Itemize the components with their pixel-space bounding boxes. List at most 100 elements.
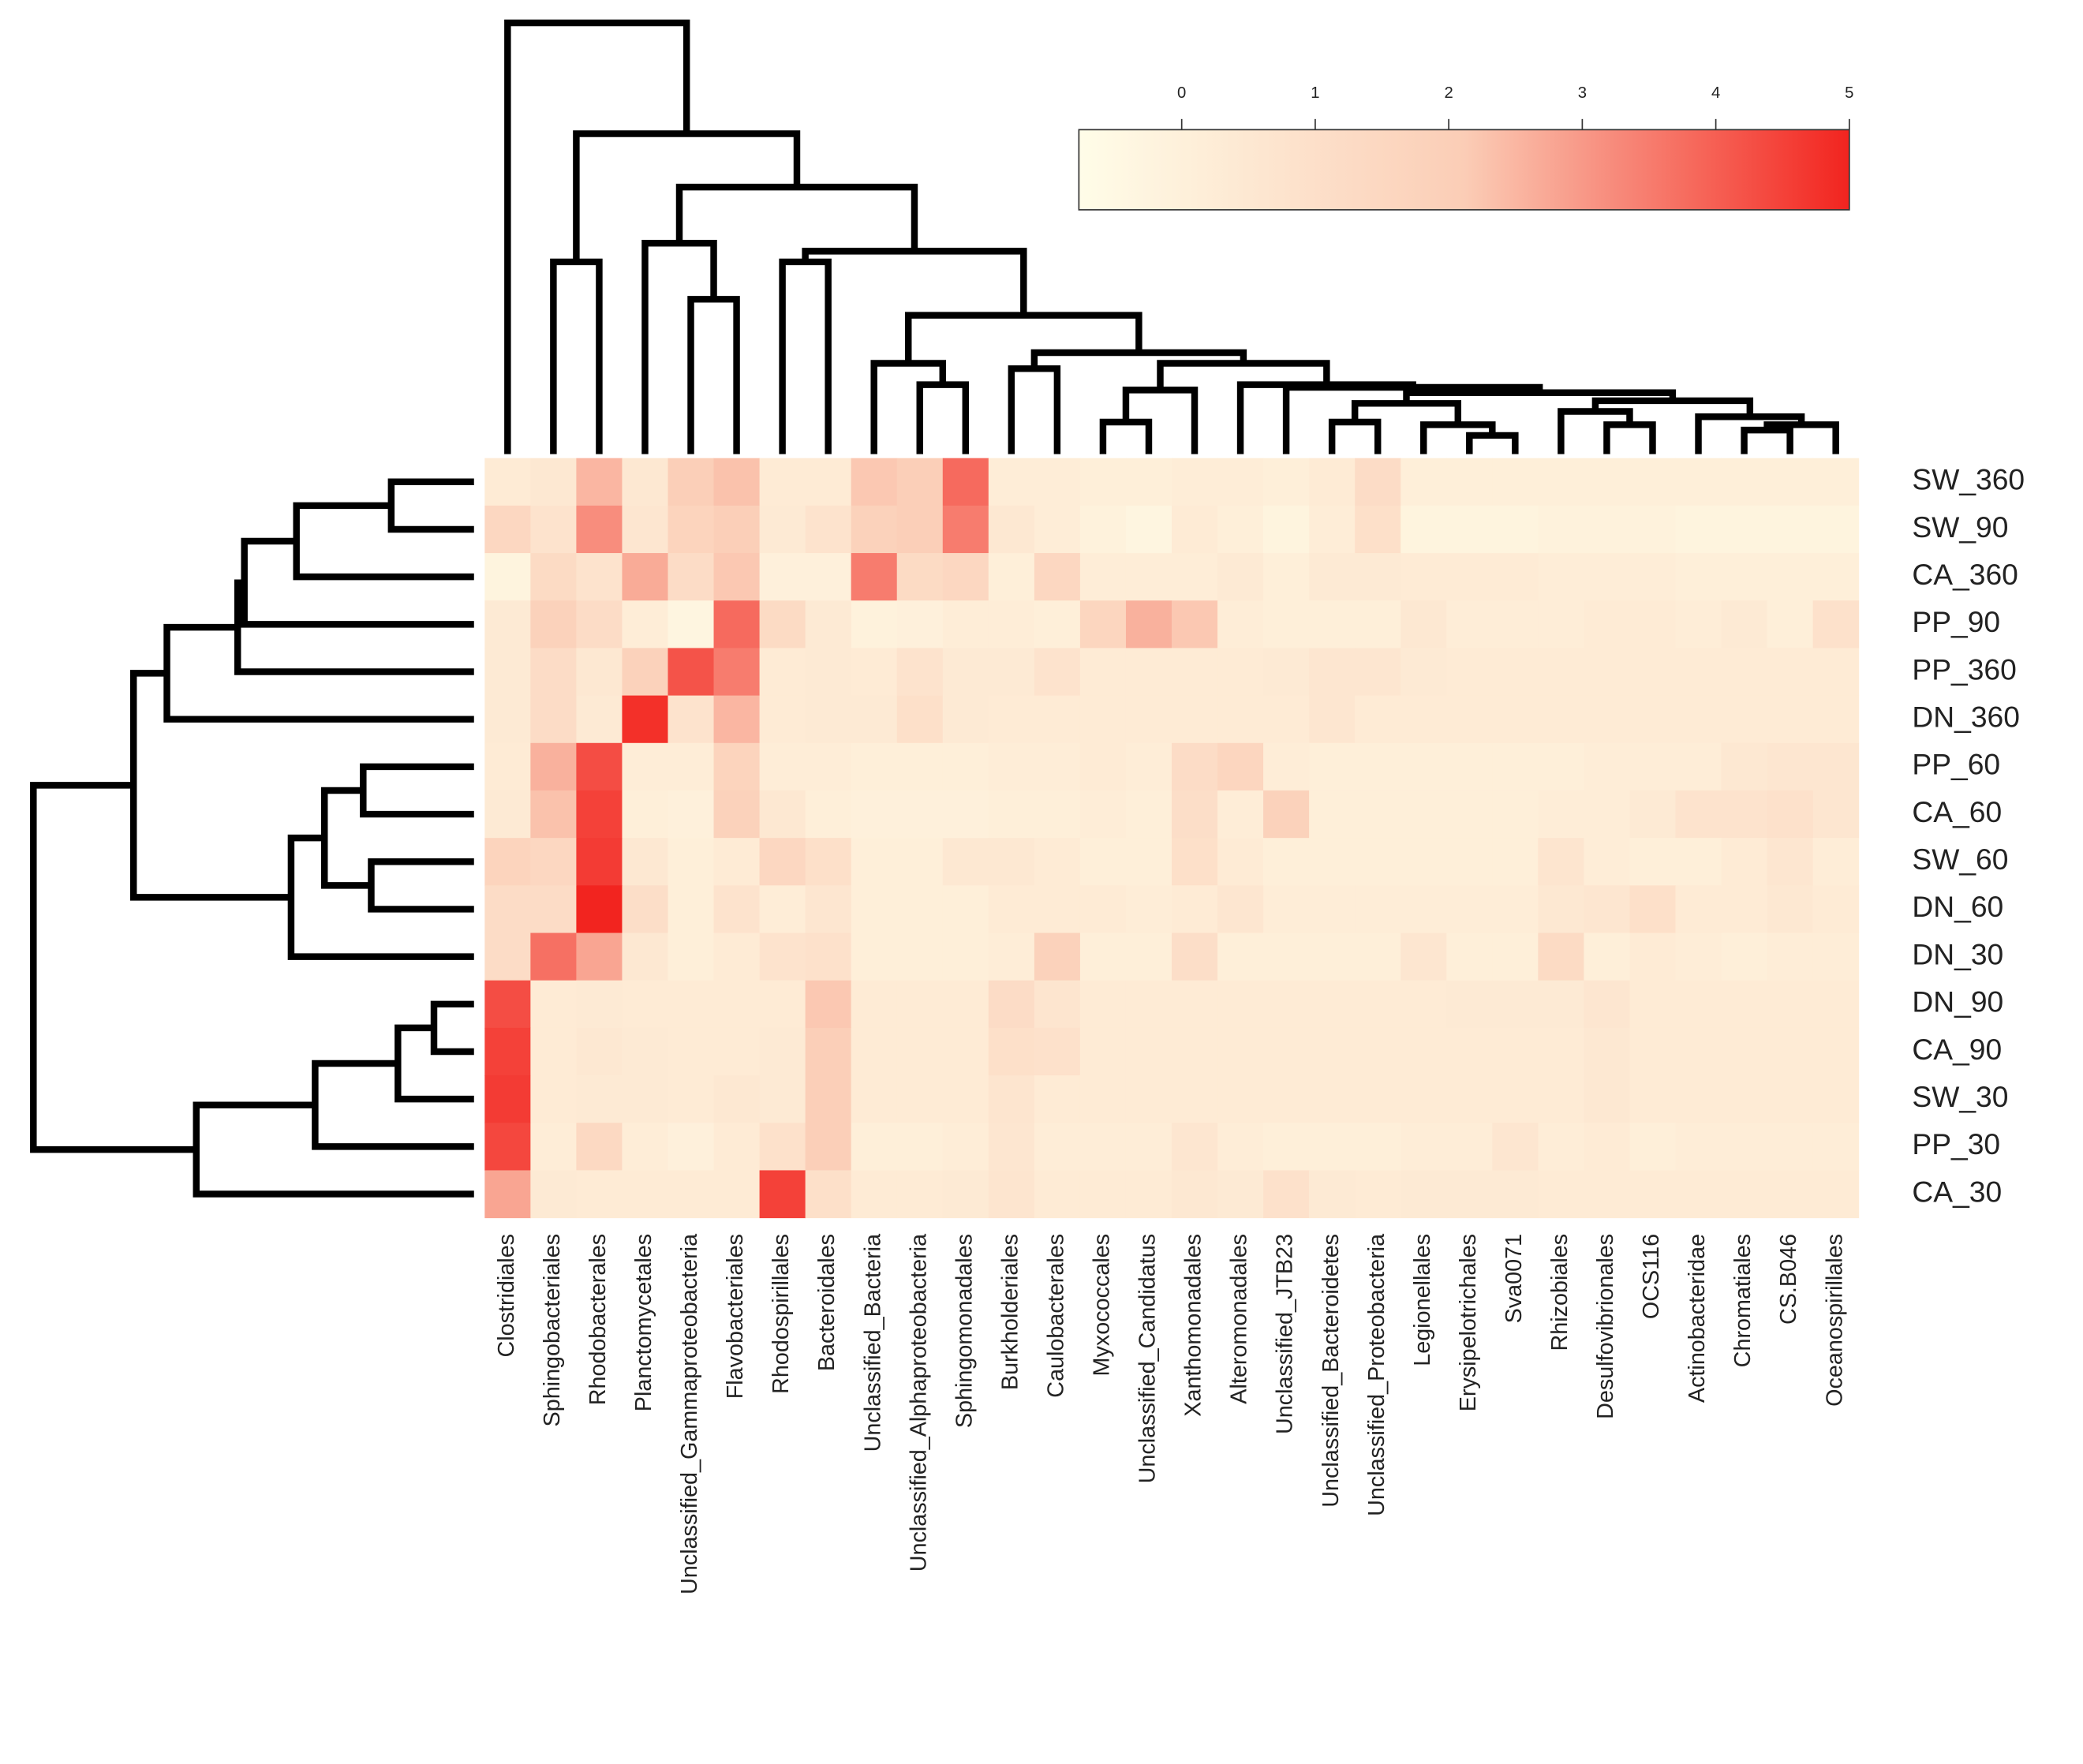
heatmap-cell (668, 648, 715, 697)
heatmap-cell (530, 458, 577, 506)
heatmap-cell (942, 790, 989, 839)
heatmap-cell (1401, 505, 1447, 554)
heatmap-cell (1172, 505, 1218, 554)
heatmap-cell (1675, 1123, 1722, 1171)
heatmap-cell (1263, 505, 1310, 554)
heatmap-cell (1538, 1075, 1584, 1123)
heatmap-cell (668, 1123, 715, 1171)
heatmap-cell (1629, 505, 1677, 554)
heatmap-cell (1355, 553, 1401, 601)
heatmap-cell (530, 838, 577, 886)
heatmap-cell (851, 838, 898, 886)
heatmap-cell (622, 458, 668, 506)
heatmap-cell (713, 600, 761, 648)
heatmap-cell (1263, 932, 1310, 981)
column-label: Oceanospirillales (1822, 1234, 1847, 1407)
heatmap-cell (1172, 838, 1218, 886)
heatmap-cell (1721, 838, 1768, 886)
heatmap-cell (1812, 1075, 1860, 1123)
heatmap-cell (942, 885, 989, 934)
heatmap-cell (851, 458, 898, 506)
heatmap-cell (1034, 458, 1081, 506)
heatmap-cell (1538, 790, 1584, 839)
row-label: PP_60 (1912, 748, 2000, 781)
heatmap-cell (1767, 458, 1814, 506)
heatmap-cell (530, 1075, 577, 1123)
heatmap-cell (759, 695, 806, 744)
heatmap-cell (1675, 695, 1722, 744)
heatmap-cell (1079, 1123, 1127, 1171)
heatmap-cell (1584, 505, 1630, 554)
heatmap-cell (1629, 932, 1677, 981)
heatmap-cell (1675, 648, 1722, 697)
heatmap-cell (530, 790, 577, 839)
heatmap-cell (1401, 885, 1447, 934)
heatmap-cell (530, 505, 577, 554)
heatmap-cell (484, 1027, 531, 1076)
heatmap-cell (1767, 790, 1814, 839)
heatmap-cell (759, 885, 806, 934)
heatmap-cell (1309, 648, 1356, 697)
dendrogram (30, 478, 474, 1198)
heatmap-cell (1584, 932, 1630, 981)
heatmap-cell (1446, 838, 1493, 886)
heatmap-cell (805, 1027, 852, 1076)
heatmap-cell (713, 932, 761, 981)
heatmap-cell (988, 1075, 1035, 1123)
heatmap-cell (1446, 505, 1493, 554)
heatmap-cell (1675, 458, 1722, 506)
heatmap-cell (484, 885, 531, 934)
heatmap-cell (1584, 742, 1630, 791)
heatmap-cell (1721, 1170, 1768, 1219)
heatmap-cell (622, 1075, 668, 1123)
heatmap-cell (759, 458, 806, 506)
column-label: Chromatiales (1730, 1234, 1756, 1367)
heatmap-cell (1584, 648, 1630, 697)
heatmap-cell (1401, 790, 1447, 839)
heatmap-cell (851, 1170, 898, 1219)
heatmap-cell (1125, 1027, 1172, 1076)
heatmap-cell (942, 1123, 989, 1171)
row-label: CA_360 (1912, 558, 2018, 591)
heatmap-cell (1492, 790, 1539, 839)
heatmap-cell (988, 553, 1035, 601)
heatmap-cell (1675, 600, 1722, 648)
heatmap-cell (1538, 648, 1584, 697)
heatmap-cell (668, 600, 715, 648)
heatmap-cell (1492, 1027, 1539, 1076)
heatmap-cell (1355, 458, 1401, 506)
heatmap-cell (851, 553, 898, 601)
heatmap-cell (1217, 600, 1264, 648)
heatmap-cell (713, 1170, 761, 1219)
heatmap-cell (1172, 695, 1218, 744)
heatmap-cell (1675, 885, 1722, 934)
heatmap-cell (713, 838, 761, 886)
heatmap-cell (1538, 1123, 1584, 1171)
heatmap-cell (1492, 648, 1539, 697)
heatmap-cell (1309, 1123, 1356, 1171)
heatmap-cell (1675, 932, 1722, 981)
heatmap-cell (1172, 742, 1218, 791)
heatmap-cell (1629, 458, 1677, 506)
heatmap-cell (851, 790, 898, 839)
heatmap-cell (1034, 885, 1081, 934)
heatmap-cell (1767, 600, 1814, 648)
heatmap-cell (1125, 790, 1172, 839)
heatmap-cell (622, 1027, 668, 1076)
heatmap-cell (668, 505, 715, 554)
heatmap-cell (576, 1027, 623, 1076)
heatmap-cell (759, 648, 806, 697)
heatmap-cell (896, 790, 944, 839)
column-label: Burkholderiales (997, 1234, 1023, 1390)
heatmap-cell (576, 980, 623, 1029)
heatmap-cell (713, 553, 761, 601)
heatmap-cell (576, 648, 623, 697)
heatmap-cell (851, 1123, 898, 1171)
heatmap-cell (668, 885, 715, 934)
heatmap-cell (805, 1170, 852, 1219)
heatmap-cell (1172, 980, 1218, 1029)
heatmap-cell (1812, 885, 1860, 934)
heatmap-cell (530, 742, 577, 791)
heatmap-cell (668, 790, 715, 839)
heatmap-cell (851, 600, 898, 648)
